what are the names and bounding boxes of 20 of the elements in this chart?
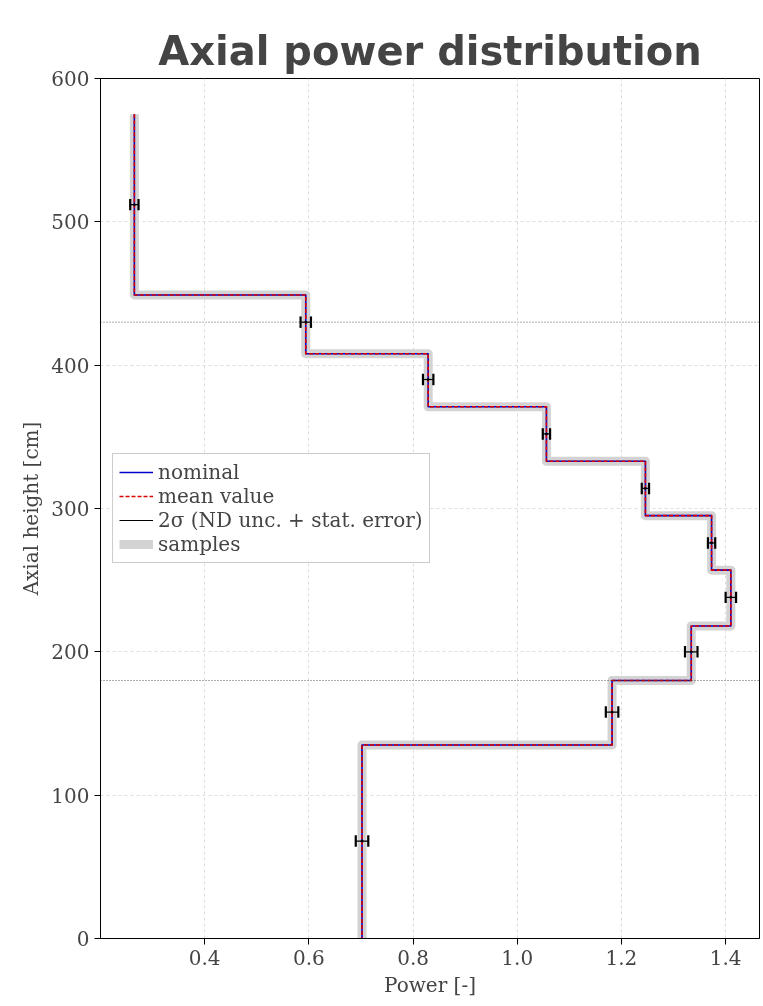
legend-label: samples bbox=[158, 532, 241, 556]
legend-label: nominal bbox=[158, 460, 240, 484]
y-tick-label: 500 bbox=[51, 210, 90, 235]
y-tick-label: 200 bbox=[51, 640, 90, 665]
x-tick-label: 1.4 bbox=[709, 945, 742, 970]
legend-label: 2σ (ND unc. + stat. error) bbox=[158, 508, 423, 532]
y-tick-label: 100 bbox=[51, 783, 90, 808]
y-tick-label: 600 bbox=[51, 67, 90, 91]
x-tick-label: 0.8 bbox=[397, 945, 429, 970]
chart-title: Axial power distribution bbox=[158, 27, 702, 74]
y-axis-title: Axial height [cm] bbox=[19, 421, 44, 597]
x-tick-label: 0.6 bbox=[292, 945, 325, 970]
y-tick-label: 0 bbox=[76, 927, 90, 951]
y-tick-label: 300 bbox=[51, 497, 90, 521]
x-tick-label: 1.0 bbox=[501, 945, 534, 970]
x-axis-title: Power [-] bbox=[384, 972, 476, 997]
legend-label: mean value bbox=[158, 484, 275, 508]
x-tick-label: 1.2 bbox=[605, 945, 638, 970]
x-tick-label: 0.4 bbox=[188, 945, 221, 970]
y-tick-label: 400 bbox=[51, 353, 90, 378]
